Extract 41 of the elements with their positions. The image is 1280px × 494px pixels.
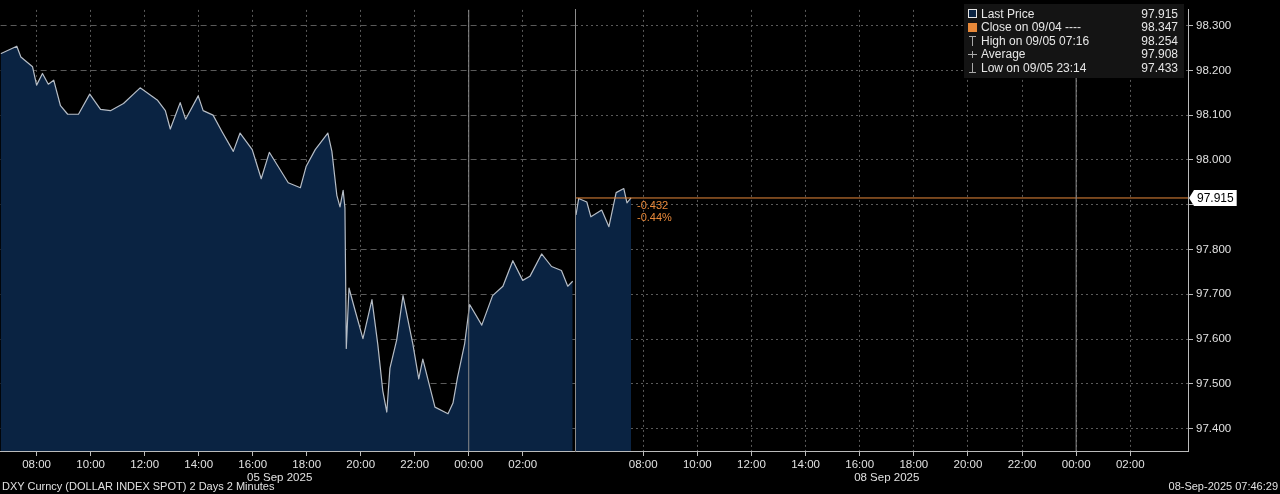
x-tick-label: 20:00 bbox=[953, 458, 983, 471]
text: Average 97.908 bbox=[981, 47, 1178, 62]
y-tick-label: 97.600 bbox=[1196, 332, 1232, 345]
text: DXY Curncy (DOLLAR INDEX SPOT) 2 Days 2 Minutes bbox=[2, 480, 275, 493]
x-tick-label: 14:00 bbox=[184, 458, 214, 471]
text: 08 Sep 2025 bbox=[854, 471, 920, 484]
annotation: 97.915 bbox=[1141, 6, 1178, 21]
legend-label: Last Price bbox=[981, 6, 1036, 21]
x-tick-label: 16:00 bbox=[845, 458, 875, 471]
y-tick-label: 97.700 bbox=[1196, 287, 1232, 300]
annotation: -0.44% bbox=[637, 210, 673, 223]
y-tick-label: 97.800 bbox=[1196, 242, 1232, 255]
text: High on 09/05 07:16 98.254 bbox=[981, 33, 1178, 48]
x-tick-label: 02:00 bbox=[1115, 458, 1145, 471]
annotation: -0.432 bbox=[637, 198, 669, 211]
x-tick-label: 18:00 bbox=[292, 458, 322, 471]
ref-line-label: 97.915 bbox=[1197, 191, 1235, 206]
x-tick-label: 00:00 bbox=[454, 458, 484, 471]
x-tick-label: 10:00 bbox=[682, 458, 712, 471]
y-tick-label: 98.100 bbox=[1196, 108, 1232, 121]
y-tick-label: 97.500 bbox=[1196, 377, 1232, 389]
x-tick-label: 22:00 bbox=[1007, 458, 1037, 471]
y-tick-label: 97.400 bbox=[1196, 421, 1232, 434]
text: Close on 09/04 ---- 98.347 bbox=[981, 20, 1178, 35]
y-tick-label: 98.200 bbox=[1196, 63, 1232, 76]
x-tick-label: 08:00 bbox=[628, 458, 658, 471]
x-tick-label: 22:00 bbox=[400, 458, 430, 471]
x-tick-label: 18:00 bbox=[899, 458, 929, 471]
text: Low on 09/05 23:14 97.433 bbox=[981, 60, 1178, 75]
x-tick-label: 12:00 bbox=[737, 458, 766, 471]
x-tick-label: 02:00 bbox=[508, 458, 538, 471]
x-tick-label: 08:00 bbox=[22, 458, 51, 471]
x-tick-label: 20:00 bbox=[346, 458, 376, 471]
x-tick-label: 10:00 bbox=[76, 458, 106, 471]
y-tick-label: 98.000 bbox=[1196, 153, 1232, 166]
x-tick-label: 00:00 bbox=[1061, 458, 1091, 471]
x-tick-label: 12:00 bbox=[130, 458, 160, 471]
x-tick-label: 16:00 bbox=[238, 458, 268, 471]
x-tick-label: 14:00 bbox=[791, 458, 820, 471]
text: 08-Sep-2025 07:46:29 bbox=[1168, 480, 1278, 493]
y-tick-label: 98.300 bbox=[1196, 18, 1232, 31]
